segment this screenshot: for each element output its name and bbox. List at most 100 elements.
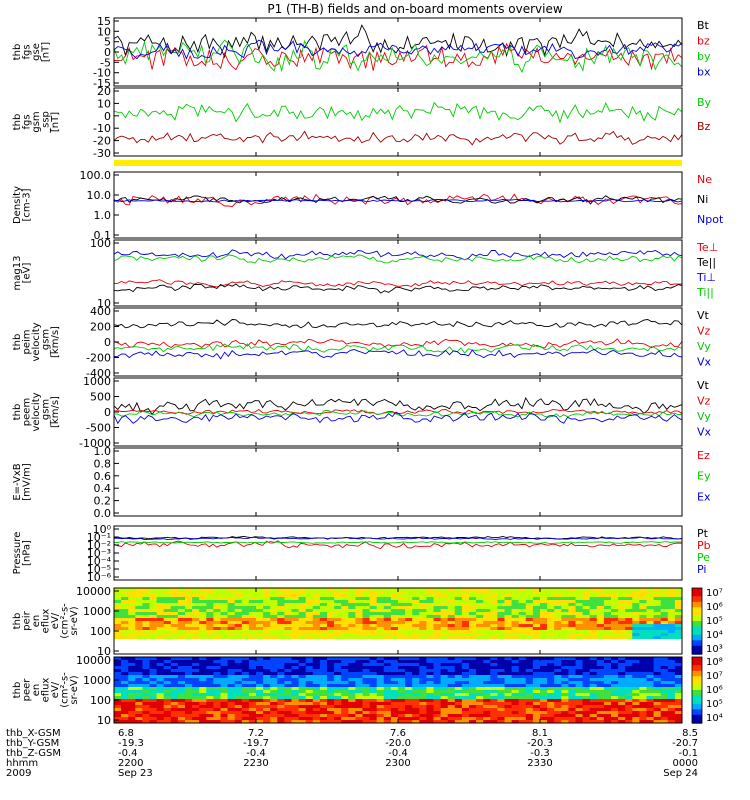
heatmap-cell — [433, 663, 442, 667]
heatmap-cell — [568, 678, 577, 682]
heatmap-cell — [256, 678, 264, 682]
heatmap-cell — [497, 618, 506, 622]
heatmap-cell — [177, 597, 186, 601]
heatmap-cell — [163, 615, 172, 619]
heatmap-cell — [405, 678, 413, 682]
colorbar-cell — [692, 610, 702, 614]
heatmap-cell — [603, 600, 612, 604]
heatmap-cell — [589, 609, 598, 613]
colorbar-cell — [692, 670, 702, 675]
heatmap-cell — [674, 618, 682, 622]
x-value-z: -0.1 — [678, 748, 698, 759]
heatmap-cell — [674, 675, 682, 679]
heatmap-cell — [419, 696, 427, 700]
heatmap-cell — [185, 645, 193, 649]
heatmap-cell — [341, 714, 349, 718]
heatmap-cell — [369, 657, 378, 661]
heatmap-cell — [646, 663, 655, 667]
heatmap-cell — [199, 717, 207, 721]
heatmap-cell — [540, 594, 548, 598]
heatmap-cell — [490, 639, 498, 643]
heatmap-cell — [639, 588, 648, 592]
heatmap-cell — [121, 588, 129, 592]
heatmap-cell — [291, 618, 300, 622]
heatmap-cell — [305, 705, 314, 709]
heatmap-cell — [518, 609, 527, 613]
heatmap-cell — [419, 618, 427, 622]
heatmap-cell — [398, 678, 406, 682]
heatmap-cell — [376, 675, 385, 679]
heatmap-cell — [206, 639, 214, 643]
heatmap-cell — [185, 612, 193, 616]
x-value-x: 8.1 — [532, 728, 548, 739]
heatmap-cell — [319, 588, 328, 592]
heatmap-cell — [362, 645, 371, 649]
heatmap-cell — [525, 594, 534, 598]
heatmap-cell — [170, 621, 179, 625]
heatmap-cell — [653, 660, 662, 664]
heatmap-cell — [426, 675, 435, 679]
heatmap-cell — [589, 720, 598, 723]
heatmap-cell — [639, 603, 648, 607]
heatmap-cell — [426, 708, 435, 712]
heatmap-cell — [632, 678, 640, 682]
heatmap-cell — [362, 669, 371, 673]
heatmap-cell — [540, 618, 548, 622]
heatmap-cell — [660, 714, 669, 718]
heatmap-cell — [419, 636, 427, 640]
heatmap-cell — [298, 705, 307, 709]
heatmap-cell — [312, 678, 321, 682]
heatmap-cell — [433, 672, 442, 676]
x-value-z: -0.4 — [246, 748, 266, 759]
heatmap-cell — [149, 615, 158, 619]
heatmap-cell — [369, 636, 378, 640]
heatmap-cell — [611, 642, 619, 646]
heatmap-cell — [163, 720, 172, 723]
heatmap-cell — [277, 588, 285, 592]
heatmap-cell — [483, 675, 491, 679]
heatmap-cell — [469, 600, 477, 604]
heatmap-cell — [248, 693, 257, 697]
heatmap-cell — [156, 705, 165, 709]
heatmap-cell — [135, 708, 143, 712]
heatmap-cell — [227, 696, 236, 700]
heatmap-cell — [192, 672, 200, 676]
heatmap-cell — [355, 648, 364, 652]
heatmap-cell — [447, 642, 456, 646]
heatmap-cell — [121, 618, 129, 622]
heatmap-cell — [263, 639, 271, 643]
heatmap-cell — [327, 660, 335, 664]
heatmap-cell — [135, 696, 143, 700]
heatmap-cell — [646, 720, 655, 723]
heatmap-cell — [206, 693, 214, 697]
heatmap-cell — [625, 699, 633, 703]
heatmap-cell — [454, 669, 463, 673]
heatmap-cell — [667, 666, 676, 670]
heatmap-cell — [575, 696, 584, 700]
heatmap-cell — [632, 690, 640, 694]
heatmap-cell — [525, 648, 534, 652]
series-line-Vz — [114, 408, 682, 416]
heatmap-cell — [490, 714, 498, 718]
heatmap-cell — [426, 714, 435, 718]
heatmap-cell — [156, 702, 165, 706]
heatmap-cell — [575, 717, 584, 721]
heatmap-cell — [305, 615, 314, 619]
heatmap-cell — [334, 606, 342, 610]
heatmap-cell — [142, 609, 151, 613]
heatmap-cell — [170, 651, 179, 654]
heatmap-cell — [177, 708, 186, 712]
heatmap-cell — [469, 699, 477, 703]
series-line-Ti|| — [114, 254, 682, 264]
heatmap-cell — [284, 600, 293, 604]
heatmap-cell — [419, 594, 427, 598]
heatmap-cell — [121, 630, 129, 634]
heatmap-cell — [426, 666, 435, 670]
heatmap-cell — [284, 609, 293, 613]
heatmap-cell — [667, 708, 676, 712]
heatmap-cell — [412, 672, 420, 676]
heatmap-cell — [596, 717, 605, 721]
heatmap-cell — [291, 672, 300, 676]
heatmap-cell — [355, 624, 364, 628]
heatmap-cell — [241, 720, 250, 723]
